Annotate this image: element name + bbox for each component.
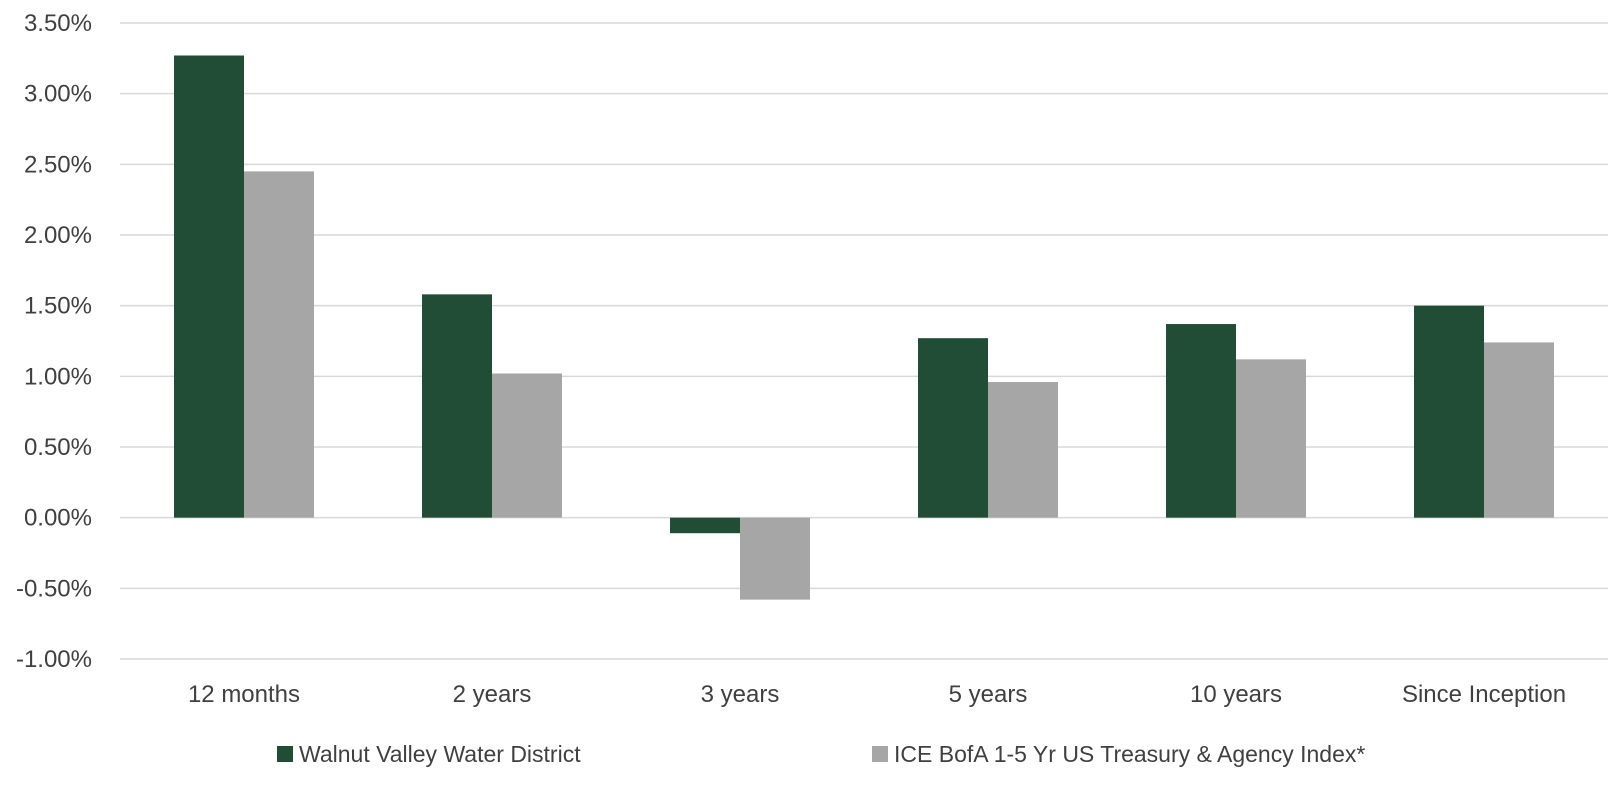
- y-tick-label: 1.50%: [24, 293, 92, 320]
- legend-swatch: [277, 746, 293, 762]
- y-tick-label: 1.00%: [24, 363, 92, 390]
- y-tick-label: -1.00%: [16, 646, 92, 673]
- y-tick-label: 0.00%: [24, 505, 92, 532]
- x-tick-label: 12 months: [188, 681, 300, 708]
- y-tick-label: 3.00%: [24, 81, 92, 108]
- y-tick-label: 3.50%: [24, 10, 92, 37]
- x-tick-label: 2 years: [453, 681, 532, 708]
- y-axis-tick-labels: 3.50% 3.00% 2.50% 2.00% 1.50% 1.00% 0.50% 0.00%…: [16, 10, 92, 673]
- x-tick-label: Since Inception: [1402, 681, 1566, 708]
- gridlines: [120, 22, 1608, 660]
- bar-series-1-3-years: [670, 517, 740, 534]
- bar-series-2-10-years: [1236, 359, 1306, 518]
- bar-series-1-2-years: [422, 294, 492, 518]
- legend-swatch: [872, 746, 888, 762]
- bar-series-2-2-years: [492, 373, 562, 518]
- x-tick-label: 5 years: [949, 681, 1028, 708]
- bar-series-1-5-years: [918, 338, 988, 518]
- legend-label: ICE BofA 1-5 Yr US Treasury & Agency Ind…: [894, 741, 1365, 767]
- bar-series-2-3-years: [740, 517, 810, 600]
- y-tick-label: -0.50%: [16, 575, 92, 602]
- legend: Walnut Valley Water District ICE BofA 1-5…: [277, 741, 1365, 767]
- bars: [174, 55, 1554, 600]
- x-tick-label: 3 years: [701, 681, 780, 708]
- y-tick-label: 2.00%: [24, 222, 92, 249]
- y-tick-label: 0.50%: [24, 434, 92, 461]
- bar-series-2-5-years: [988, 381, 1058, 518]
- x-tick-label: 10 years: [1190, 681, 1282, 708]
- bar-series-2-since-inception: [1484, 342, 1554, 518]
- legend-label: Walnut Valley Water District: [299, 741, 581, 767]
- x-axis-tick-labels: 12 months 2 years 3 years 5 years 10 years Si…: [188, 681, 1566, 708]
- bar-series-1-10-years: [1166, 324, 1236, 518]
- y-tick-label: 2.50%: [24, 151, 92, 178]
- bar-series-1-since-inception: [1414, 305, 1484, 518]
- bar-series-1-12-months: [174, 55, 244, 518]
- bar-series-2-12-months: [244, 171, 314, 518]
